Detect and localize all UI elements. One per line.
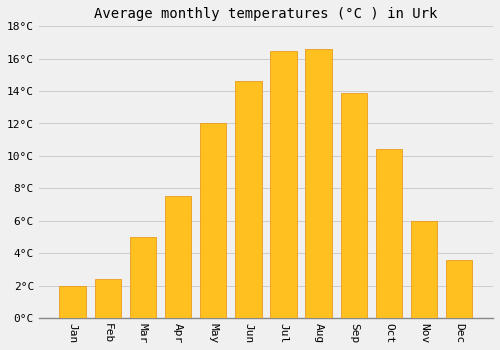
Bar — [235, 81, 262, 318]
Bar — [446, 260, 472, 318]
Bar — [376, 149, 402, 318]
Bar — [94, 279, 121, 318]
Bar — [270, 51, 296, 318]
Bar — [340, 93, 367, 318]
Bar — [130, 237, 156, 318]
Bar — [60, 286, 86, 318]
Title: Average monthly temperatures (°C ) in Urk: Average monthly temperatures (°C ) in Ur… — [94, 7, 438, 21]
Bar — [411, 221, 438, 318]
Bar — [200, 124, 226, 318]
Bar — [306, 49, 332, 318]
Bar — [165, 196, 191, 318]
